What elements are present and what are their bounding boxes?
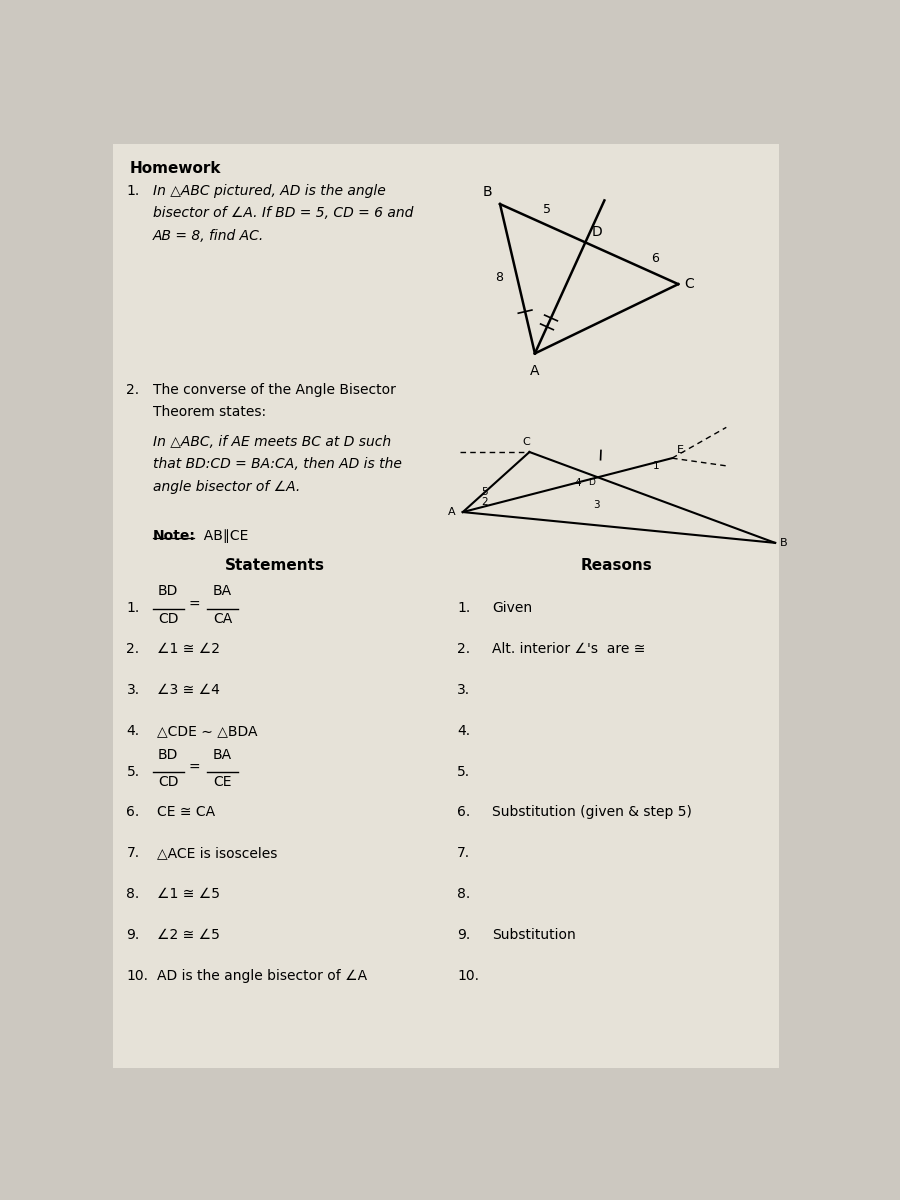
Text: Note:: Note: <box>153 529 195 542</box>
Text: 1: 1 <box>653 461 660 472</box>
Text: 2: 2 <box>482 498 488 508</box>
Text: that BD:CD = BA:CA, then AD is the: that BD:CD = BA:CA, then AD is the <box>153 457 401 472</box>
Text: ∠3 ≅ ∠4: ∠3 ≅ ∠4 <box>158 683 220 697</box>
Text: Substitution (given & step 5): Substitution (given & step 5) <box>492 805 692 820</box>
Text: D: D <box>591 226 602 240</box>
Text: AD is the angle bisector of ∠A: AD is the angle bisector of ∠A <box>158 968 367 983</box>
Text: 4.: 4. <box>457 724 471 738</box>
Text: 10.: 10. <box>457 968 480 983</box>
Text: 9.: 9. <box>126 928 140 942</box>
Text: 3: 3 <box>593 499 599 510</box>
Text: 1.: 1. <box>126 184 140 198</box>
Text: ∠2 ≅ ∠5: ∠2 ≅ ∠5 <box>158 928 220 942</box>
Text: 5.: 5. <box>126 764 140 779</box>
Text: 6: 6 <box>651 252 659 265</box>
Text: Substitution: Substitution <box>492 928 576 942</box>
Text: BA: BA <box>213 748 232 762</box>
Text: bisector of ∠A. If BD = 5, CD = 6 and: bisector of ∠A. If BD = 5, CD = 6 and <box>153 206 413 221</box>
Text: Reasons: Reasons <box>580 558 652 574</box>
Text: The converse of the Angle Bisector: The converse of the Angle Bisector <box>153 383 396 397</box>
Text: 8: 8 <box>496 271 503 283</box>
Text: C: C <box>685 277 694 292</box>
Text: 3.: 3. <box>126 683 140 697</box>
Text: BA: BA <box>213 584 232 599</box>
Text: 9.: 9. <box>457 928 471 942</box>
Text: Homework: Homework <box>130 161 221 176</box>
Text: 1.: 1. <box>457 601 471 616</box>
Text: 6.: 6. <box>457 805 471 820</box>
Text: B: B <box>779 538 788 548</box>
Text: 3.: 3. <box>457 683 471 697</box>
Text: 5: 5 <box>543 203 551 216</box>
Text: Statements: Statements <box>225 558 325 574</box>
Text: angle bisector of ∠A.: angle bisector of ∠A. <box>153 480 300 493</box>
Text: D: D <box>589 478 595 487</box>
Text: 2.: 2. <box>126 383 140 397</box>
Text: 10.: 10. <box>126 968 148 983</box>
Text: E: E <box>677 445 684 455</box>
Text: 2.: 2. <box>457 642 471 656</box>
Text: CE ≅ CA: CE ≅ CA <box>158 805 216 820</box>
Text: 4.: 4. <box>126 724 140 738</box>
Text: CD: CD <box>158 775 178 790</box>
Text: A: A <box>447 508 455 517</box>
Text: CD: CD <box>158 612 178 626</box>
Text: CE: CE <box>213 775 232 790</box>
Text: △ACE is isosceles: △ACE is isosceles <box>158 846 278 860</box>
Text: 1.: 1. <box>126 601 140 616</box>
Text: 7.: 7. <box>126 846 140 860</box>
Text: ∠1 ≅ ∠5: ∠1 ≅ ∠5 <box>158 887 220 901</box>
Text: C: C <box>523 437 530 448</box>
Text: B: B <box>482 186 492 199</box>
Text: 5.: 5. <box>457 764 471 779</box>
Text: 8.: 8. <box>126 887 140 901</box>
Text: BD: BD <box>158 584 178 599</box>
Text: =: = <box>189 761 201 775</box>
Text: In △ABC pictured, AD is the angle: In △ABC pictured, AD is the angle <box>153 184 385 198</box>
Text: AB∥CE: AB∥CE <box>194 529 248 542</box>
Text: 7.: 7. <box>457 846 471 860</box>
Text: 5: 5 <box>482 487 488 497</box>
Text: BD: BD <box>158 748 178 762</box>
Text: Theorem states:: Theorem states: <box>153 406 266 419</box>
FancyBboxPatch shape <box>112 144 779 1068</box>
Text: 4: 4 <box>574 478 580 488</box>
Text: Alt. interior ∠'s  are ≅: Alt. interior ∠'s are ≅ <box>492 642 645 656</box>
Text: =: = <box>189 598 201 612</box>
Text: In △ABC, if AE meets BC at D such: In △ABC, if AE meets BC at D such <box>153 436 391 449</box>
Text: Given: Given <box>492 601 533 616</box>
Text: 6.: 6. <box>126 805 140 820</box>
Text: ∠1 ≅ ∠2: ∠1 ≅ ∠2 <box>158 642 220 656</box>
Text: △CDE ∼ △BDA: △CDE ∼ △BDA <box>158 724 258 738</box>
Text: 8.: 8. <box>457 887 471 901</box>
Text: AB = 8, find AC.: AB = 8, find AC. <box>153 229 264 242</box>
Text: A: A <box>530 365 540 378</box>
Text: CA: CA <box>213 612 232 626</box>
Text: 2.: 2. <box>126 642 140 656</box>
